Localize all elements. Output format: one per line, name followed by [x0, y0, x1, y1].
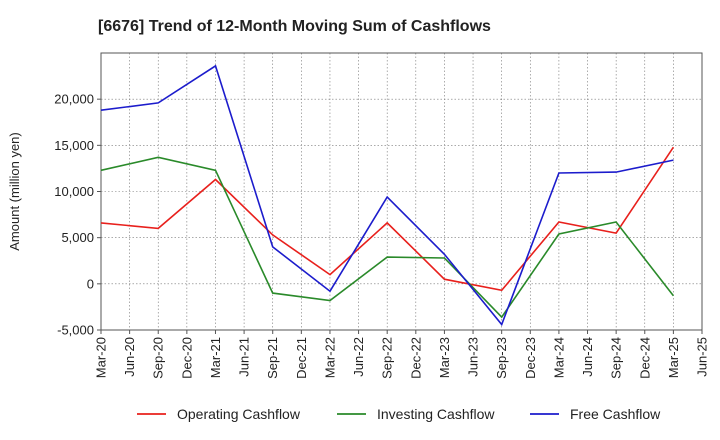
plot-frame	[100, 52, 703, 331]
x-tick-label: Dec-22	[408, 337, 423, 379]
x-axis-ticks: Mar-20 Jun-20 Sep-20 Dec-20 Mar-21 Jun-21 Sep-…	[94, 330, 710, 379]
x-tick-label: Jun-24	[580, 337, 595, 377]
x-tick-label: Mar-24	[551, 337, 566, 378]
x-tick-label: Jun-22	[351, 337, 366, 377]
x-tick-label: Dec-21	[294, 337, 309, 379]
x-tick-label: Mar-21	[208, 337, 223, 378]
x-tick-label: Jun-23	[466, 337, 481, 377]
legend-label: Operating Cashflow	[177, 406, 301, 422]
x-tick-label: Mar-23	[437, 337, 452, 378]
x-tick-label: Mar-25	[666, 337, 681, 378]
x-tick-label: Dec-24	[637, 337, 652, 379]
x-tick-label: Sep-24	[609, 337, 624, 379]
x-tick-label: Sep-20	[151, 337, 166, 379]
legend: Operating Cashflow Investing Cashflow Free…	[137, 406, 661, 422]
series-layer	[100, 64, 675, 327]
x-tick-label: Dec-23	[523, 337, 538, 379]
y-tick-label: 10,000	[54, 184, 94, 199]
series-line	[100, 156, 675, 319]
legend-label: Investing Cashflow	[377, 406, 495, 422]
y-tick-label: 5,000	[61, 230, 94, 245]
x-tick-label: Sep-21	[265, 337, 280, 379]
x-tick-label: Jun-20	[122, 337, 137, 377]
series-line	[100, 64, 674, 327]
y-tick-label: -5,000	[57, 323, 94, 338]
y-axis-ticks: -5,000 0 5,000 10,000 15,000 20,000	[54, 92, 101, 338]
x-tick-label: Dec-20	[179, 337, 194, 379]
y-tick-label: 20,000	[54, 92, 94, 107]
series-line	[100, 146, 675, 292]
chart-title: [6676] Trend of 12-Month Moving Sum of C…	[98, 18, 491, 35]
y-axis-label: Amount (million yen)	[7, 132, 22, 251]
x-tick-label: Mar-22	[322, 337, 337, 378]
legend-label: Free Cashflow	[570, 406, 661, 422]
x-tick-label: Sep-23	[494, 337, 509, 379]
x-tick-label: Sep-22	[380, 337, 395, 379]
y-tick-label: 0	[87, 276, 94, 291]
y-tick-label: 15,000	[54, 138, 94, 153]
x-tick-label: Jun-21	[237, 337, 252, 377]
grid-layer	[101, 53, 702, 331]
x-tick-label: Jun-25	[695, 337, 710, 377]
x-tick-label: Mar-20	[94, 337, 109, 378]
